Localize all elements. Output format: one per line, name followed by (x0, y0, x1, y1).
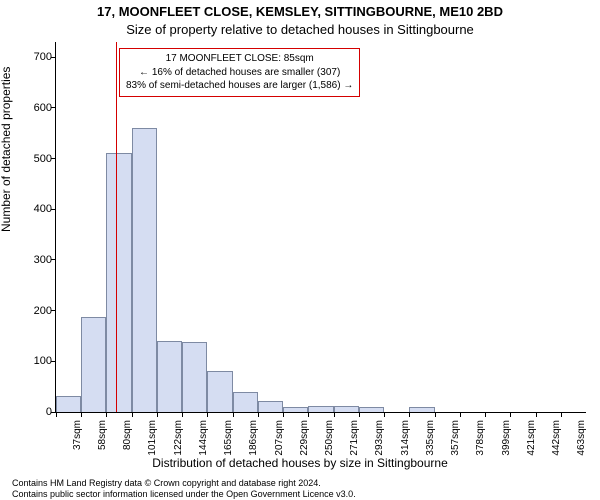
y-tick-label: 600 (34, 102, 52, 114)
footer-line-2: Contains public sector information licen… (12, 489, 356, 500)
x-tick-mark (536, 412, 537, 417)
x-tick-mark (81, 412, 82, 417)
y-tick-label: 300 (34, 254, 52, 266)
x-tick-mark (359, 412, 360, 417)
y-tick-label: 200 (34, 305, 52, 317)
x-tick-mark (106, 412, 107, 417)
histogram-bar (182, 342, 207, 412)
callout-line: 17 MOONFLEET CLOSE: 85sqm (126, 52, 353, 66)
y-tick-label: 700 (34, 51, 52, 63)
footer-attribution: Contains HM Land Registry data © Crown c… (12, 478, 356, 500)
plot-area: 37sqm58sqm80sqm101sqm122sqm144sqm165sqm1… (55, 42, 586, 413)
x-tick-label: 271sqm (349, 420, 360, 460)
x-tick-label: 207sqm (274, 420, 285, 460)
x-tick-label: 101sqm (147, 420, 158, 460)
property-callout: 17 MOONFLEET CLOSE: 85sqm← 16% of detach… (119, 48, 360, 97)
x-tick-label: 442sqm (551, 420, 562, 460)
x-tick-label: 463sqm (576, 420, 587, 460)
x-tick-mark (283, 412, 284, 417)
x-tick-label: 357sqm (450, 420, 461, 460)
histogram-bar (308, 406, 333, 412)
y-tick-label: 100 (34, 355, 52, 367)
histogram-bar (258, 401, 283, 412)
histogram-bar (106, 153, 131, 413)
x-tick-mark (435, 412, 436, 417)
histogram-bar (409, 407, 434, 412)
x-tick-mark (485, 412, 486, 417)
y-axis-label: Number of detached properties (0, 67, 13, 232)
callout-line: ← 16% of detached houses are smaller (30… (126, 66, 353, 80)
x-tick-mark (157, 412, 158, 417)
histogram-bar (56, 396, 81, 412)
histogram-bar (359, 407, 384, 412)
x-tick-mark (460, 412, 461, 417)
x-tick-mark (510, 412, 511, 417)
x-tick-mark (56, 412, 57, 417)
x-tick-label: 165sqm (223, 420, 234, 460)
x-tick-label: 186sqm (248, 420, 259, 460)
y-tick-label: 0 (46, 406, 52, 418)
y-tick-label: 500 (34, 153, 52, 165)
histogram-bar (334, 406, 359, 412)
x-tick-mark (409, 412, 410, 417)
footer-line-1: Contains HM Land Registry data © Crown c… (12, 478, 356, 489)
x-tick-label: 80sqm (122, 420, 133, 460)
property-marker-line (116, 42, 118, 412)
property-size-histogram: 17, MOONFLEET CLOSE, KEMSLEY, SITTINGBOU… (0, 0, 600, 500)
histogram-bar (207, 371, 232, 412)
chart-title-desc: Size of property relative to detached ho… (0, 22, 600, 37)
x-tick-label: 122sqm (173, 420, 184, 460)
x-axis-label: Distribution of detached houses by size … (0, 456, 600, 470)
histogram-bar (132, 128, 157, 412)
x-tick-mark (233, 412, 234, 417)
histogram-bar (233, 392, 258, 412)
histogram-bar (81, 317, 106, 412)
x-tick-label: 378sqm (475, 420, 486, 460)
x-tick-label: 144sqm (198, 420, 209, 460)
chart-title-address: 17, MOONFLEET CLOSE, KEMSLEY, SITTINGBOU… (0, 4, 600, 19)
x-tick-label: 250sqm (324, 420, 335, 460)
x-tick-mark (308, 412, 309, 417)
x-tick-label: 335sqm (425, 420, 436, 460)
x-tick-mark (258, 412, 259, 417)
x-tick-mark (561, 412, 562, 417)
x-tick-label: 37sqm (72, 420, 83, 460)
histogram-bar (157, 341, 182, 412)
callout-line: 83% of semi-detached houses are larger (… (126, 79, 353, 93)
x-tick-mark (182, 412, 183, 417)
x-tick-mark (207, 412, 208, 417)
x-tick-label: 399sqm (501, 420, 512, 460)
x-tick-label: 229sqm (299, 420, 310, 460)
y-tick-label: 400 (34, 203, 52, 215)
x-tick-label: 58sqm (97, 420, 108, 460)
histogram-bar (283, 407, 308, 412)
x-tick-mark (384, 412, 385, 417)
x-tick-mark (334, 412, 335, 417)
x-tick-mark (132, 412, 133, 417)
x-tick-label: 421sqm (526, 420, 537, 460)
x-tick-label: 314sqm (400, 420, 411, 460)
x-tick-label: 293sqm (374, 420, 385, 460)
